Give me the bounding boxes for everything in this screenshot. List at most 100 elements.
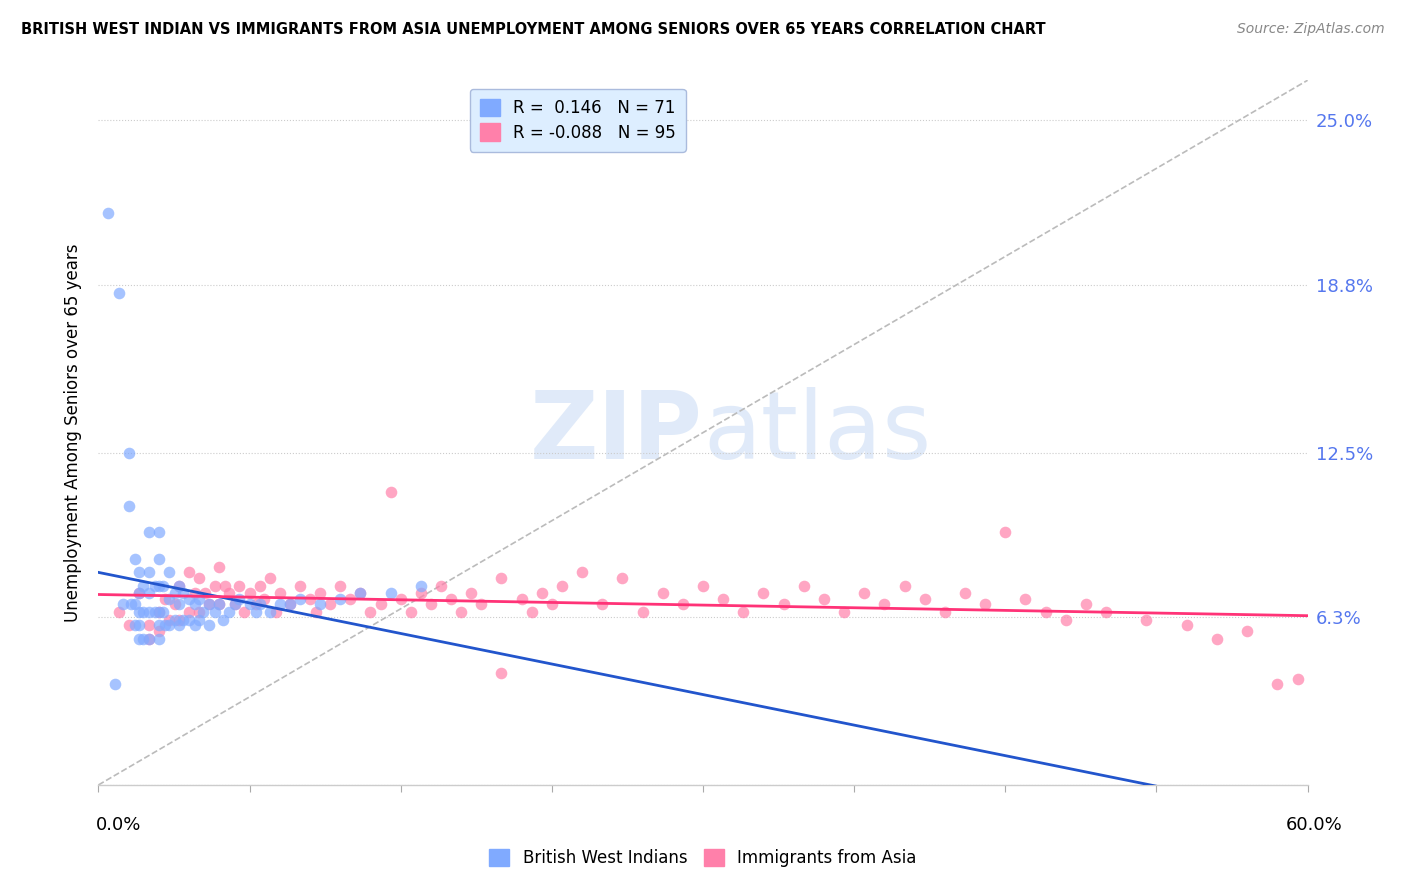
Point [153, 591, 176, 606]
Point [349, 586, 371, 600]
Point [329, 578, 352, 592]
Point [132, 605, 155, 619]
Point [409, 586, 432, 600]
Point [167, 578, 190, 592]
Point [198, 597, 221, 611]
Point [118, 445, 141, 459]
Y-axis label: Unemployment Among Seniors over 65 years: Unemployment Among Seniors over 65 years [63, 244, 82, 622]
Point [1035, 605, 1057, 619]
Point [152, 605, 174, 619]
Point [832, 605, 855, 619]
Point [571, 566, 593, 580]
Point [214, 578, 236, 592]
Point [1095, 605, 1118, 619]
Point [253, 591, 276, 606]
Point [1014, 591, 1036, 606]
Point [440, 591, 463, 606]
Point [224, 597, 246, 611]
Point [934, 605, 956, 619]
Point [194, 586, 217, 600]
Point [138, 566, 160, 580]
Point [278, 597, 301, 611]
Point [138, 632, 160, 646]
Point [631, 605, 654, 619]
Point [138, 525, 160, 540]
Point [278, 597, 301, 611]
Point [163, 597, 186, 611]
Point [124, 597, 146, 611]
Point [399, 605, 422, 619]
Point [1206, 632, 1229, 646]
Point [188, 591, 211, 606]
Point [1175, 618, 1198, 632]
Point [520, 605, 543, 619]
Point [974, 597, 997, 611]
Point [118, 618, 141, 632]
Point [172, 613, 194, 627]
Point [239, 586, 262, 600]
Point [259, 605, 281, 619]
Point [157, 613, 180, 627]
Point [329, 591, 352, 606]
Point [120, 597, 142, 611]
Point [540, 597, 562, 611]
Point [339, 591, 361, 606]
Point [124, 618, 146, 632]
Point [132, 632, 155, 646]
Point [1074, 597, 1097, 611]
Point [208, 560, 231, 574]
Point [188, 613, 211, 627]
Point [430, 578, 453, 592]
Point [612, 570, 634, 584]
Point [212, 613, 235, 627]
Point [163, 613, 186, 627]
Point [153, 618, 176, 632]
Point [148, 632, 170, 646]
Point [510, 591, 533, 606]
Point [651, 586, 673, 600]
Point [360, 605, 382, 619]
Point [224, 597, 246, 611]
Point [198, 597, 221, 611]
Point [269, 597, 291, 611]
Point [128, 605, 150, 619]
Text: ZIP: ZIP [530, 386, 703, 479]
Point [208, 597, 231, 611]
Point [672, 597, 695, 611]
Legend: British West Indians, Immigrants from Asia: British West Indians, Immigrants from As… [482, 843, 924, 874]
Point [772, 597, 794, 611]
Point [409, 578, 432, 592]
Point [305, 605, 328, 619]
Point [128, 586, 150, 600]
Point [188, 570, 211, 584]
Point [1286, 672, 1309, 686]
Point [148, 624, 170, 638]
Point [193, 605, 215, 619]
Point [138, 632, 160, 646]
Point [118, 499, 141, 513]
Point [288, 591, 311, 606]
Point [853, 586, 876, 600]
Point [179, 591, 201, 606]
Point [752, 586, 775, 600]
Point [179, 605, 201, 619]
Point [228, 591, 250, 606]
Point [184, 586, 207, 600]
Point [309, 586, 332, 600]
Point [157, 566, 180, 580]
Point [793, 578, 815, 592]
Point [232, 605, 254, 619]
Point [218, 586, 240, 600]
Point [530, 586, 553, 600]
Point [143, 605, 166, 619]
Text: atlas: atlas [703, 386, 931, 479]
Point [148, 605, 170, 619]
Point [138, 605, 160, 619]
Point [491, 666, 513, 681]
Point [184, 618, 207, 632]
Point [163, 586, 186, 600]
Point [711, 591, 734, 606]
Point [188, 605, 211, 619]
Point [249, 597, 271, 611]
Point [349, 586, 371, 600]
